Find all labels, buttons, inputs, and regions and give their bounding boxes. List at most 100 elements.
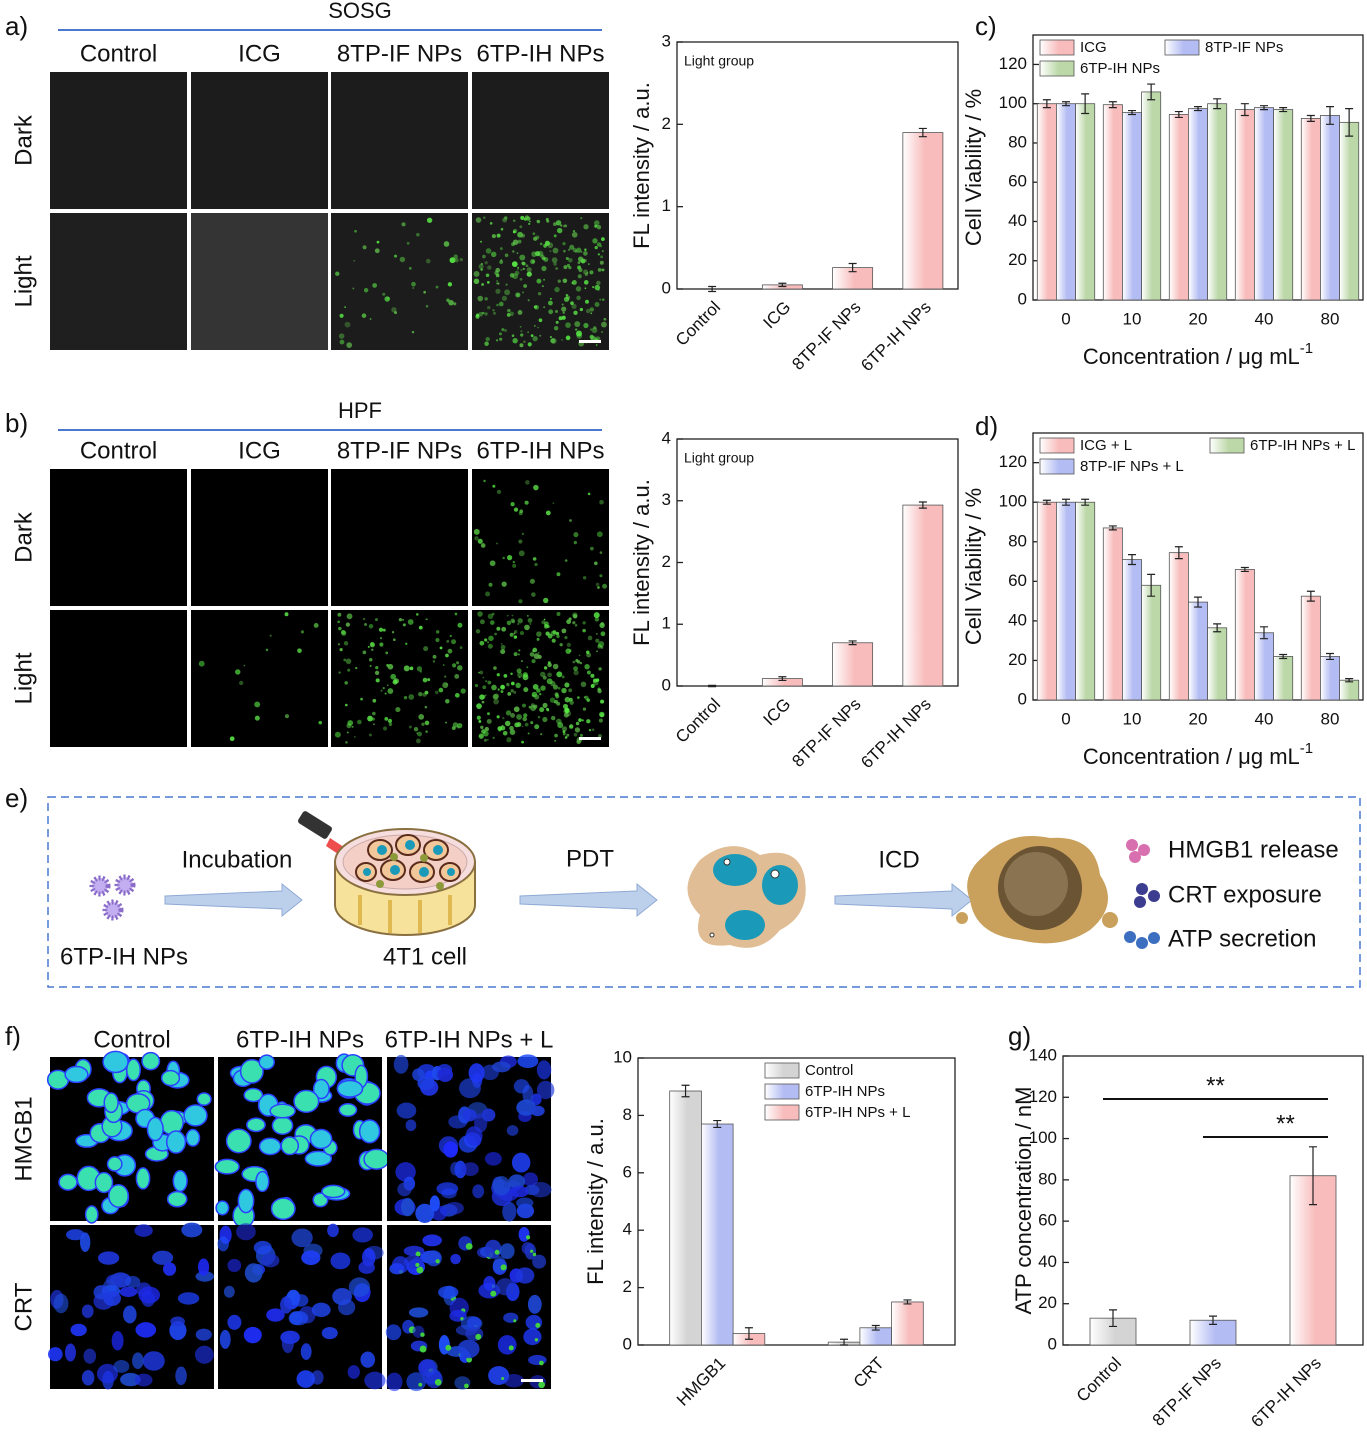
- fluorescent-spot: [539, 692, 542, 696]
- cell-nucleus: [515, 1267, 535, 1284]
- error-bar: [1194, 106, 1202, 112]
- fluorescent-spot: [568, 248, 571, 251]
- fluorescent-spot: [543, 257, 549, 262]
- micrograph-background: [50, 469, 187, 606]
- fluorescent-spot: [491, 684, 497, 691]
- fluorescent-spot: [498, 301, 504, 307]
- fluorescent-spot: [500, 684, 506, 690]
- fluorescent-spot: [353, 735, 356, 738]
- fluorescent-spot: [499, 332, 502, 336]
- panel-label: g): [1008, 1021, 1031, 1051]
- x-tick-label: 10: [1123, 709, 1142, 728]
- cell-nucleus: [484, 1151, 502, 1166]
- cell-nucleus: [165, 1130, 187, 1154]
- cell-nucleus: [255, 1170, 270, 1193]
- fluorescent-spot: [517, 268, 519, 271]
- fluorescent-spot: [505, 710, 512, 716]
- fluorescent-spot: [406, 241, 410, 245]
- fluorescent-spot: [229, 736, 235, 742]
- error-bar: [1174, 110, 1183, 119]
- x-axis-title-text: Concentration / μg mL: [1083, 744, 1300, 769]
- cell-nucleus: [415, 1203, 435, 1223]
- fluorescent-spot: [537, 291, 542, 296]
- fluorescent-spot: [347, 668, 351, 672]
- fluorescent-spot: [532, 647, 538, 653]
- fluorescent-spot: [496, 489, 502, 495]
- fluorescent-spot: [442, 682, 449, 689]
- fluorescent-spot: [489, 222, 493, 225]
- fluorescent-spot: [337, 643, 341, 646]
- micrograph: [472, 213, 609, 350]
- fluorescent-spot: [474, 683, 479, 688]
- cell-nucleus: [244, 1263, 263, 1283]
- y-tick-label: 0: [623, 1334, 632, 1353]
- fluorescent-spot: [595, 344, 598, 346]
- fluorescent-spot: [593, 612, 600, 619]
- fluorescent-spot: [383, 726, 387, 731]
- cell-nucleus: [125, 1058, 141, 1082]
- cell-nucleus: [336, 1079, 364, 1098]
- fluorescent-spot: [599, 574, 603, 578]
- fluorescent-spot: [513, 635, 518, 639]
- legend-swatch: [764, 1083, 800, 1100]
- micrograph: [191, 72, 328, 209]
- row-label: HMGB1: [10, 1096, 37, 1181]
- fluorescent-spot: [425, 730, 428, 733]
- bar: [891, 1301, 924, 1346]
- fluorescent-spot: [482, 311, 485, 315]
- cell-nucleus: [459, 1078, 481, 1099]
- micrograph: [46, 1050, 214, 1224]
- fluorescent-spot: [575, 286, 582, 292]
- cell-nucleus: [393, 1054, 409, 1074]
- x-tick-label: Control: [672, 298, 724, 350]
- fluorescent-spot: [380, 689, 383, 692]
- annotation: Light group: [684, 450, 754, 466]
- fluorescent-spot: [374, 618, 378, 622]
- bar: [1234, 569, 1255, 701]
- fluorescent-spot: [566, 733, 570, 737]
- cell-nucleus: [236, 1223, 256, 1241]
- fluorescent-spot: [594, 284, 601, 291]
- fluorescent-spot: [479, 640, 485, 646]
- fluorescent-spot: [565, 294, 569, 297]
- cell-nucleus: [396, 1102, 417, 1119]
- cell-nucleus: [450, 1253, 461, 1265]
- cell-nucleus: [142, 1351, 165, 1371]
- fluorescent-spot: [372, 698, 377, 703]
- fluorescent-spot: [417, 731, 422, 737]
- fluorescent-spot: [578, 654, 581, 657]
- fluorescent-spot: [536, 219, 540, 223]
- fluorescent-spot: [511, 334, 515, 338]
- fluorescent-spot: [536, 278, 542, 284]
- fluorescent-spot: [542, 702, 548, 708]
- micrograph: [331, 610, 468, 747]
- fluorescent-spot: [586, 719, 591, 724]
- outcome-label: ATP secretion: [1168, 925, 1317, 952]
- micrograph: [191, 469, 328, 606]
- micrograph-background: [191, 469, 328, 606]
- fluorescent-spot: [382, 292, 386, 296]
- x-axis-title: Concentration / μg mL-1: [1083, 340, 1313, 369]
- fluorescent-spot: [569, 700, 574, 705]
- error-bar: [713, 1119, 722, 1129]
- fluorescent-spot: [453, 302, 457, 306]
- fluorescent-spot: [300, 630, 305, 634]
- fluorescent-spot: [554, 286, 560, 293]
- fluorescent-spot: [354, 229, 357, 233]
- fluorescent-spot: [595, 632, 598, 635]
- y-tick-label: 40: [1038, 1252, 1057, 1271]
- cell-nucleus: [530, 1105, 545, 1117]
- cell-nucleus: [102, 1050, 129, 1074]
- y-axis-title: Cell Viability / %: [961, 488, 986, 645]
- micrograph-background: [472, 610, 609, 747]
- cell-nucleus: [107, 1183, 129, 1208]
- cell-nucleus: [103, 1290, 121, 1307]
- fluorescent-spot: [596, 242, 602, 247]
- fluorescent-spot: [339, 313, 344, 318]
- x-tick-label: 40: [1255, 709, 1274, 728]
- fluorescent-spot: [501, 295, 508, 301]
- fluorescent-spot: [439, 646, 443, 650]
- micrograph: [385, 1225, 551, 1392]
- fluorescent-spot: [423, 646, 429, 652]
- fluorescent-spot: [586, 271, 589, 275]
